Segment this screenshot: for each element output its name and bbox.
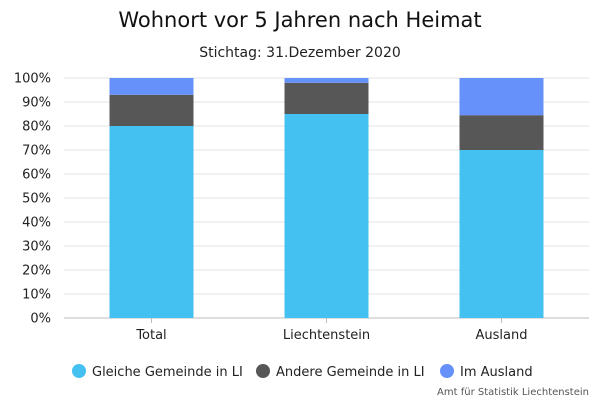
legend-marker — [440, 364, 454, 378]
bar-segment-2 — [284, 82, 369, 114]
x-tick-label: Total — [135, 328, 166, 343]
y-tick-label: 10% — [22, 288, 51, 303]
source-credit: Amt für Statistik Liechtenstein — [437, 387, 589, 398]
y-tick-label: 70% — [22, 144, 51, 159]
bar-segment-3 — [459, 78, 544, 116]
legend-item[interactable]: Im Ausland — [440, 364, 533, 380]
legend-marker — [256, 364, 270, 378]
bar-segment-3 — [109, 78, 194, 95]
legend-marker — [72, 364, 86, 378]
y-tick-label: 100% — [14, 72, 51, 87]
y-tick-label: 0% — [30, 312, 51, 327]
y-axis: 0% 10% 20% 30% 40% 50% 60% 70% 80% 90% 100% — [14, 72, 51, 327]
chart-subtitle: Stichtag: 31.Dezember 2020 — [199, 45, 401, 61]
bar-segment-3 — [284, 78, 369, 83]
x-tick-label: Liechtenstein — [283, 328, 370, 343]
y-tick-label: 50% — [22, 192, 51, 207]
legend: Gleiche Gemeinde in LI Andere Gemeinde in… — [72, 364, 533, 380]
bar-segment-2 — [109, 94, 194, 126]
x-axis: Total Liechtenstein Ausland — [135, 318, 527, 343]
legend-item[interactable]: Gleiche Gemeinde in LI — [72, 364, 243, 380]
y-tick-label: 80% — [22, 120, 51, 135]
legend-label: Andere Gemeinde in LI — [276, 365, 425, 380]
chart-title: Wohnort vor 5 Jahren nach Heimat — [118, 8, 481, 32]
x-tick-label: Ausland — [476, 328, 528, 343]
y-tick-label: 20% — [22, 264, 51, 279]
y-tick-label: 90% — [22, 96, 51, 111]
bar-segment-1 — [109, 126, 194, 318]
legend-label: Gleiche Gemeinde in LI — [92, 365, 243, 380]
bar-segment-1 — [284, 114, 369, 318]
y-tick-label: 30% — [22, 240, 51, 255]
legend-label: Im Ausland — [460, 365, 533, 380]
y-tick-label: 40% — [22, 216, 51, 231]
y-tick-label: 60% — [22, 168, 51, 183]
legend-item[interactable]: Andere Gemeinde in LI — [256, 364, 425, 380]
bar-segment-1 — [459, 150, 544, 318]
bar-segment-2 — [459, 115, 544, 150]
bars — [109, 78, 544, 318]
